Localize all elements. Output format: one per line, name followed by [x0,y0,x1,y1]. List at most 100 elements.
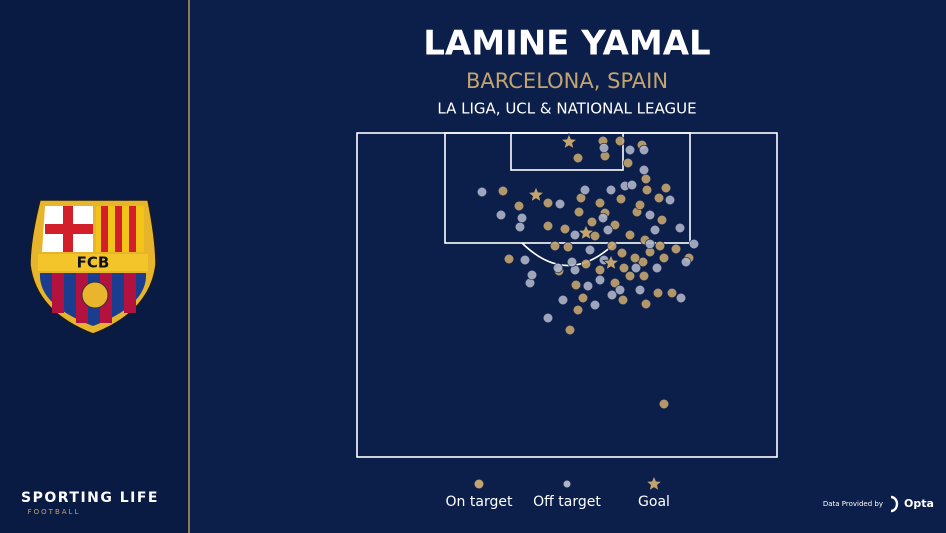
shot [652,287,664,299]
shot [564,324,576,336]
shot [654,240,666,252]
shot [577,292,589,304]
legend-label: Goal [638,494,670,510]
shot [609,219,621,231]
shot [653,192,665,204]
six-yard-box [510,132,624,171]
shot [658,398,670,410]
shot [582,280,594,292]
shot [542,220,554,232]
shot [580,258,592,270]
shot [605,184,617,196]
shot [602,224,614,236]
shot [630,262,642,274]
shot [519,254,531,266]
shot [476,186,488,198]
legend-label: On target [446,494,513,510]
chart-subtitle: BARCELONA, SPAIN [466,69,668,93]
crest-stripe [101,206,108,252]
shot [566,256,578,268]
shot [527,185,545,203]
shot [579,184,591,196]
shot [624,270,636,282]
shot [557,294,569,306]
crest-stripe [129,206,136,252]
shot [644,209,656,221]
shot [644,238,656,250]
legend-marker [647,477,661,490]
shot [617,294,629,306]
shot [598,142,610,154]
brand-section: FOOTBALL [28,508,81,516]
shot [641,184,653,196]
shot [626,179,638,191]
crest-stripe [52,273,64,313]
shot [542,312,554,324]
shot [622,157,634,169]
crest-stripe [124,273,136,313]
shot [688,238,700,250]
shot [637,256,649,268]
legend-label: Off target [533,494,601,510]
crest-stripe [115,206,122,252]
shot [675,292,687,304]
shot [589,299,601,311]
shot [649,224,661,236]
shot [638,144,650,156]
shot [666,287,678,299]
shot [572,304,584,316]
crest-label: FCB [77,254,110,272]
shot [560,132,578,150]
shot [680,256,692,268]
shot [572,152,584,164]
shot [618,262,630,274]
shot [573,206,585,218]
crest-band [38,254,148,271]
shot [514,221,526,233]
shot [670,243,682,255]
shot [542,197,554,209]
shot [577,223,595,241]
shot [609,277,621,289]
legend-marker [474,479,484,489]
shot [664,194,676,206]
shot [559,223,571,235]
shot [562,241,574,253]
shot [594,274,606,286]
shot [606,240,618,252]
shot [597,212,609,224]
shot [674,222,686,234]
shot [651,262,663,274]
shot [594,264,606,276]
shot [616,247,628,259]
provider: Opta [904,497,934,510]
shot [594,197,606,209]
crest-ball [81,281,109,309]
shot [634,199,646,211]
legend-marker [563,480,571,488]
credit: Data Provided by [823,500,883,508]
shot [503,253,515,265]
shot [575,192,587,204]
shot [495,209,507,221]
shot [602,253,620,271]
competition: LA LIGA, UCL & NATIONAL LEAGUE [437,100,696,118]
shot [569,229,581,241]
shot [640,298,652,310]
shot [606,289,618,301]
shot [552,262,564,274]
shot [584,244,596,256]
shot [614,284,626,296]
shot [634,284,646,296]
shot [640,173,652,185]
shot [516,212,528,224]
brand-name: SPORTING LIFE [21,490,159,506]
shot [526,269,538,281]
shot [638,270,650,282]
shot [624,144,636,156]
chart-title: LAMINE YAMAL [423,24,710,64]
crest-cross [45,224,93,234]
shot [660,182,672,194]
shot [497,185,509,197]
